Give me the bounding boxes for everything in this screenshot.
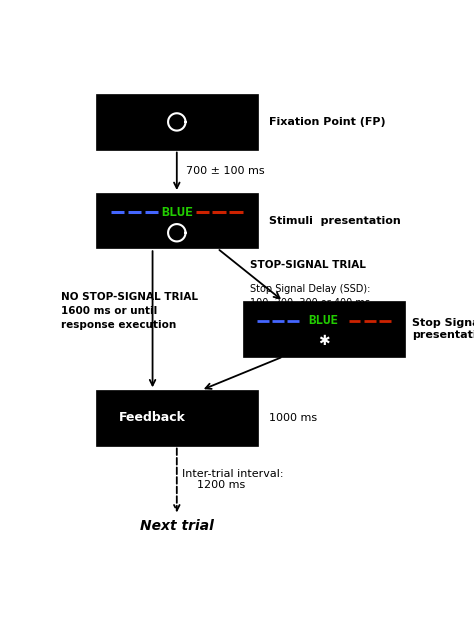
- Text: NO STOP-SIGNAL TRIAL
1600 ms or until
response execution: NO STOP-SIGNAL TRIAL 1600 ms or until re…: [61, 292, 198, 330]
- Bar: [96, 193, 258, 248]
- Text: 700 ± 100 ms: 700 ± 100 ms: [186, 166, 264, 176]
- Text: Stimuli  presentation: Stimuli presentation: [269, 216, 401, 226]
- Bar: [96, 94, 258, 149]
- Text: Stop Signal
presentation: Stop Signal presentation: [412, 318, 474, 340]
- Text: Stop Signal Delay (SSD):: Stop Signal Delay (SSD):: [250, 284, 371, 294]
- Text: Fixation Point (FP): Fixation Point (FP): [269, 117, 385, 127]
- Text: BLUE: BLUE: [309, 314, 339, 327]
- Text: 1000 ms: 1000 ms: [269, 412, 317, 422]
- Text: Next trial: Next trial: [140, 519, 214, 533]
- Text: ✱: ✱: [318, 334, 329, 348]
- Bar: [243, 301, 404, 356]
- Text: 100, 200, 300 or 400 ms: 100, 200, 300 or 400 ms: [250, 298, 370, 308]
- Text: Inter-trial interval:: Inter-trial interval:: [182, 469, 284, 479]
- Text: 1200 ms: 1200 ms: [197, 480, 245, 490]
- Text: STOP-SIGNAL TRIAL: STOP-SIGNAL TRIAL: [250, 260, 366, 270]
- Bar: [96, 390, 258, 446]
- Text: BLUE: BLUE: [161, 206, 193, 219]
- Text: Feedback: Feedback: [119, 411, 186, 424]
